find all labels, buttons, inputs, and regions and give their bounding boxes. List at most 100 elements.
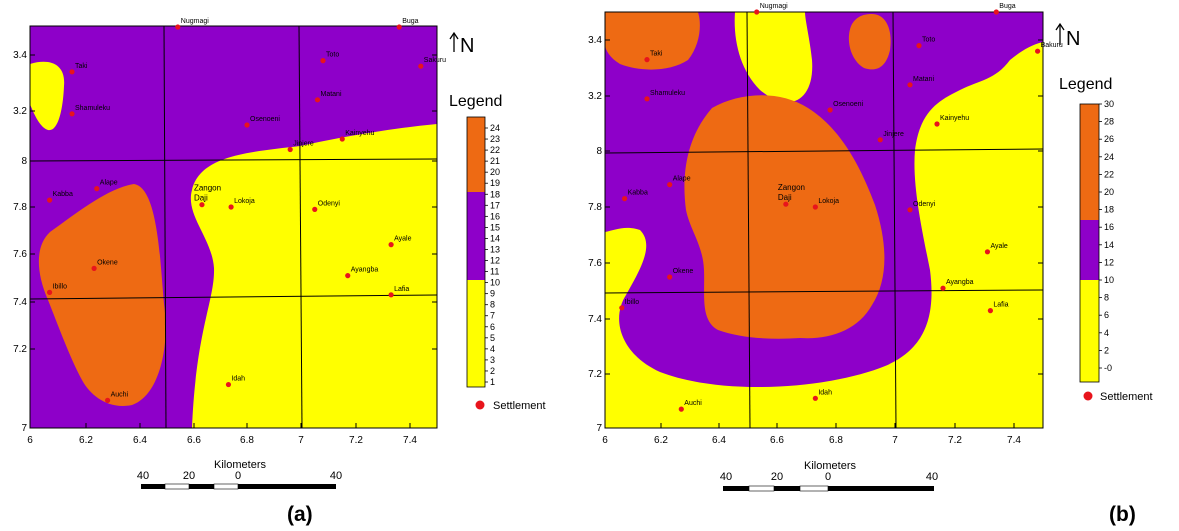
scalebar-b-bar	[723, 485, 934, 492]
settlement-label: Taki	[75, 63, 88, 70]
settlement-label: Okene	[673, 268, 694, 275]
legend-tick-label: -0	[1104, 363, 1112, 373]
y-tick-label: 7	[21, 423, 27, 434]
settlement-marker	[783, 201, 789, 207]
settlement-label: Matani	[913, 76, 934, 83]
panel-b-label: (b)	[1109, 503, 1136, 526]
legend-tick-label: 18	[1104, 205, 1114, 215]
legend-tick-label: 10	[1104, 275, 1114, 285]
legend-tick-label: 14	[1104, 240, 1114, 250]
legend-a-colorbar	[466, 116, 486, 388]
map-b-frame	[604, 11, 1044, 429]
settlement-marker	[199, 202, 205, 208]
x-tick-label: 7.4	[1007, 435, 1021, 446]
legend-b-title: Legend	[1059, 76, 1112, 93]
legend-tick-label: 24	[490, 123, 500, 133]
legend-tick-label: 30	[1104, 99, 1114, 109]
legend-tick-label: 2	[490, 366, 495, 376]
scalebar-a-label-4: 40	[330, 470, 342, 482]
settlement-marker	[345, 273, 351, 279]
legend-tick-label: 8	[1104, 293, 1109, 303]
legend-tick-label: 24	[1104, 152, 1114, 162]
legend-tick-label: 14	[490, 233, 500, 243]
settlement-marker	[754, 9, 760, 15]
legend-b-settlement-symbol	[1083, 391, 1093, 401]
scalebar-a-title: Kilometers	[214, 459, 266, 471]
legend-tick-label: 3	[490, 355, 495, 365]
legend-tick-label: 19	[490, 178, 500, 188]
settlement-label: Alape	[100, 180, 118, 187]
y-tick-label: 3.4	[588, 35, 602, 46]
legend-a-settlement-symbol	[475, 400, 485, 410]
legend-tick-label: 28	[1104, 117, 1114, 127]
settlement-marker	[667, 182, 673, 188]
settlement-marker	[984, 249, 991, 255]
legend-tick-label: 4	[490, 344, 495, 354]
settlement-marker	[388, 242, 394, 248]
settlement-label: Bakuru	[1041, 42, 1063, 49]
x-tick-label: 7	[298, 435, 304, 446]
axis-ticks-a: 6 6.2 6.4 6.6 6.8 7 7.2 7.4 3.4 3.2 8 7.8 7.6 7.4 7.2 7	[13, 50, 437, 446]
legend-b-colorbar	[1079, 103, 1100, 383]
map-panel-b: 6 6.2 6.4 6.6 6.8 7 7.2 7.4 3.4 3.2 8 7.8 7.6 7.4 7.2 7…	[588, 3, 1153, 526]
legend-tick-label: 23	[490, 134, 500, 144]
settlement-label: Kainyehu	[345, 130, 374, 137]
settlement-marker	[47, 197, 53, 203]
y-tick-label: 3.2	[588, 91, 602, 102]
x-tick-label: 7.2	[948, 435, 962, 446]
north-arrow-b: N	[1055, 22, 1080, 50]
y-tick-label: 3.2	[13, 106, 27, 117]
settlement-marker	[312, 206, 318, 212]
settlement-label: Lokoja	[234, 198, 255, 205]
settlement-label: Ibillo	[53, 283, 68, 290]
settlement-marker	[320, 58, 326, 64]
zone-high	[38, 184, 166, 406]
x-tick-label: 6.6	[770, 435, 784, 446]
x-tick-label: 6.4	[133, 435, 147, 446]
zone-high	[848, 14, 891, 70]
settlement-marker	[916, 43, 922, 49]
legend-tick-label: 5	[490, 333, 495, 343]
settlement-label: Alape	[673, 176, 691, 183]
settlement-label: Ayangba	[351, 267, 379, 274]
legend-tick-label: 12	[490, 256, 500, 266]
map-panel-a: 6 6.2 6.4 6.6 6.8 7 7.2 7.4 3.4 3.2 8 7.8 7.6 7.4 7.2 7…	[13, 18, 546, 526]
settlement-marker	[244, 122, 250, 128]
legend-tick-label: 20	[490, 167, 500, 177]
legend-b-settlement-label: Settlement	[1100, 391, 1153, 403]
x-tick-label: 6.4	[712, 435, 726, 446]
scalebar-a-label-1: 40	[137, 470, 149, 482]
panel-a-label: (a)	[287, 503, 313, 526]
x-tick-label: 7.4	[403, 435, 417, 446]
x-tick-label: 6	[27, 435, 33, 446]
settlement-label: Lafia	[394, 286, 409, 293]
settlement-label: Lokoja	[818, 198, 839, 205]
x-tick-label: 6.8	[829, 435, 843, 446]
y-tick-label: 8	[596, 146, 602, 157]
x-tick-label: 6.8	[240, 435, 254, 446]
legend-tick-label: 2	[1104, 345, 1109, 355]
north-label-b: N	[1066, 28, 1080, 50]
settlement-marker	[619, 305, 625, 311]
settlement-label: Idah	[818, 389, 832, 396]
scalebar-a-bar	[141, 483, 336, 490]
settlement-label: Lafia	[993, 302, 1008, 309]
north-label-a: N	[460, 35, 474, 57]
legend-tick-label: 22	[1104, 169, 1114, 179]
scalebar-a-labels: 40 20 0 40	[137, 470, 342, 482]
settlement-label: Zangon	[194, 184, 221, 193]
settlement-marker	[388, 292, 394, 298]
settlement-marker	[678, 406, 684, 412]
settlement-marker	[69, 69, 75, 75]
settlement-label: Okene	[97, 259, 118, 266]
settlement-label: Taki	[650, 51, 663, 58]
scalebar-a-label-2: 20	[183, 470, 195, 482]
zone-high	[605, 12, 700, 70]
map-b-surface	[605, 12, 1043, 428]
settlement-label: Jinjere	[293, 141, 314, 148]
y-tick-label: 3.4	[13, 50, 27, 61]
settlement-label: Odenyi	[913, 201, 936, 208]
scalebar-b-label-3: 0	[825, 471, 831, 483]
settlement-marker	[339, 136, 345, 142]
